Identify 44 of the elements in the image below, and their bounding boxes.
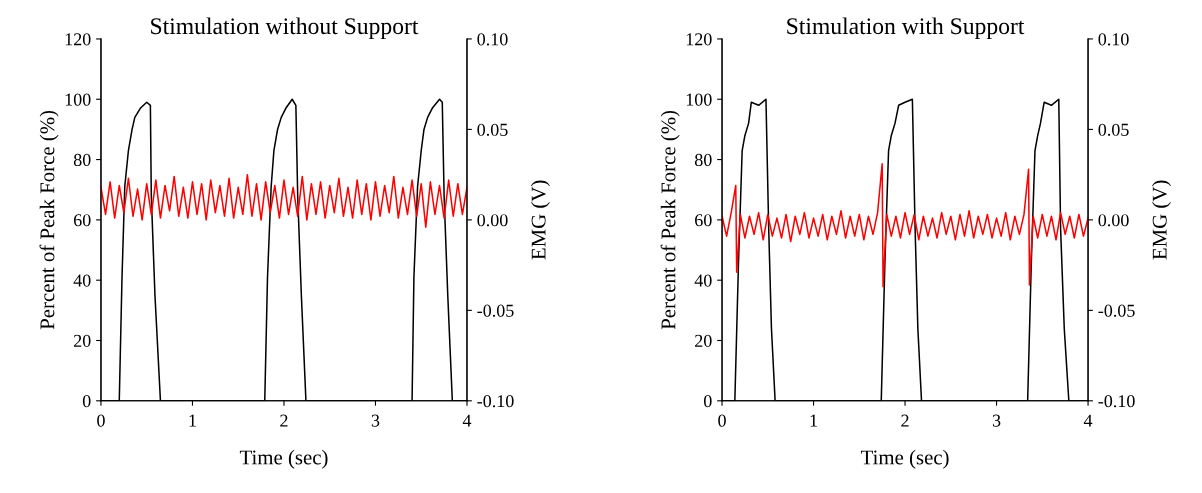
y2-tick-label: 0.05: [1098, 123, 1129, 136]
x-tick-label: 0: [97, 414, 105, 427]
x-tick-label: 3: [992, 414, 1001, 427]
y2-tick-label: -0.10: [1098, 395, 1135, 408]
y-tick-label: 100: [686, 93, 712, 106]
x-axis-title: Time (sec): [860, 449, 949, 469]
y-tick-label: 20: [695, 334, 712, 347]
y-tick-label: 40: [694, 274, 712, 287]
x-tick-label: 1: [810, 414, 817, 427]
y2-tick-label: 0.10: [477, 33, 508, 46]
x-tick-label: 4: [462, 414, 472, 427]
y-tick-label: 0: [82, 395, 91, 408]
y2-tick-label: -0.05: [1098, 304, 1135, 317]
chart-title: Stimulation without Support: [151, 17, 419, 39]
y-tick-label: 100: [65, 93, 91, 106]
y2-tick-label: 0.05: [477, 123, 508, 136]
y-tick-label: 60: [695, 214, 712, 227]
y2-tick-label: -0.10: [477, 395, 514, 408]
y2-axis-title: EMG (V): [1152, 180, 1171, 260]
x-axis-title: Time (sec): [239, 449, 328, 469]
y2-tick-label: 0.00: [477, 214, 508, 227]
x-tick-label: 2: [901, 414, 909, 427]
y-tick-label: 60: [73, 214, 91, 227]
y2-axis-title: EMG (V): [530, 180, 550, 260]
line-series: [100, 173, 467, 228]
y-axis-title: Percent of Peak Force (%): [39, 110, 59, 330]
chart-title: Stimulation with Support: [787, 17, 1025, 39]
x-tick-label: 4: [1083, 414, 1093, 427]
y-tick-label: 20: [73, 334, 91, 347]
y-tick-label: 80: [73, 153, 91, 167]
x-tick-label: 1: [189, 414, 196, 427]
y-tick-label: 120: [65, 33, 91, 46]
y-tick-label: 80: [694, 153, 712, 167]
x-tick-label: 2: [280, 414, 288, 427]
line-series: [722, 163, 1089, 288]
y2-tick-label: -0.05: [477, 304, 514, 317]
y2-tick-label: 0.10: [1098, 33, 1129, 46]
y-tick-label: 40: [73, 274, 91, 287]
y-tick-label: 120: [686, 33, 712, 46]
y-axis-title: Percent of Peak Force (%): [660, 110, 680, 330]
y-tick-label: 0: [703, 395, 712, 408]
x-tick-label: 0: [718, 414, 726, 427]
x-tick-label: 3: [371, 414, 380, 427]
y2-tick-label: 0.00: [1098, 214, 1129, 227]
